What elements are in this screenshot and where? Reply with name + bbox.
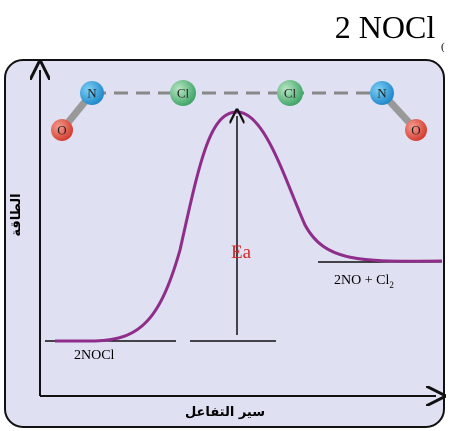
atom-label: Cl [177,86,190,101]
title-mark: ( [441,41,445,53]
y-axis-label: الطاقة [9,193,24,236]
atom-label: N [87,86,97,101]
title: 2 NOCl [335,9,436,45]
products-text: 2NO + Cl [334,273,389,288]
reactants-label: 2NOCl [74,348,115,363]
atom-label: O [57,123,66,138]
page: {"header": {"title": "2 NOCl", "mark": "… [0,0,449,431]
atom-label: Cl [284,86,297,101]
atom-label: N [377,86,387,101]
x-axis-label: سير التفاعل [185,405,265,420]
products-label: 2NO + Cl2 [334,273,394,290]
ea-label: Ea [231,242,252,263]
products-subscript: 2 [389,280,394,290]
diagram: 2 NOCl ( الطاقة سير التفاعل N Cl Cl N O … [0,0,449,431]
atom-label: O [411,123,420,138]
